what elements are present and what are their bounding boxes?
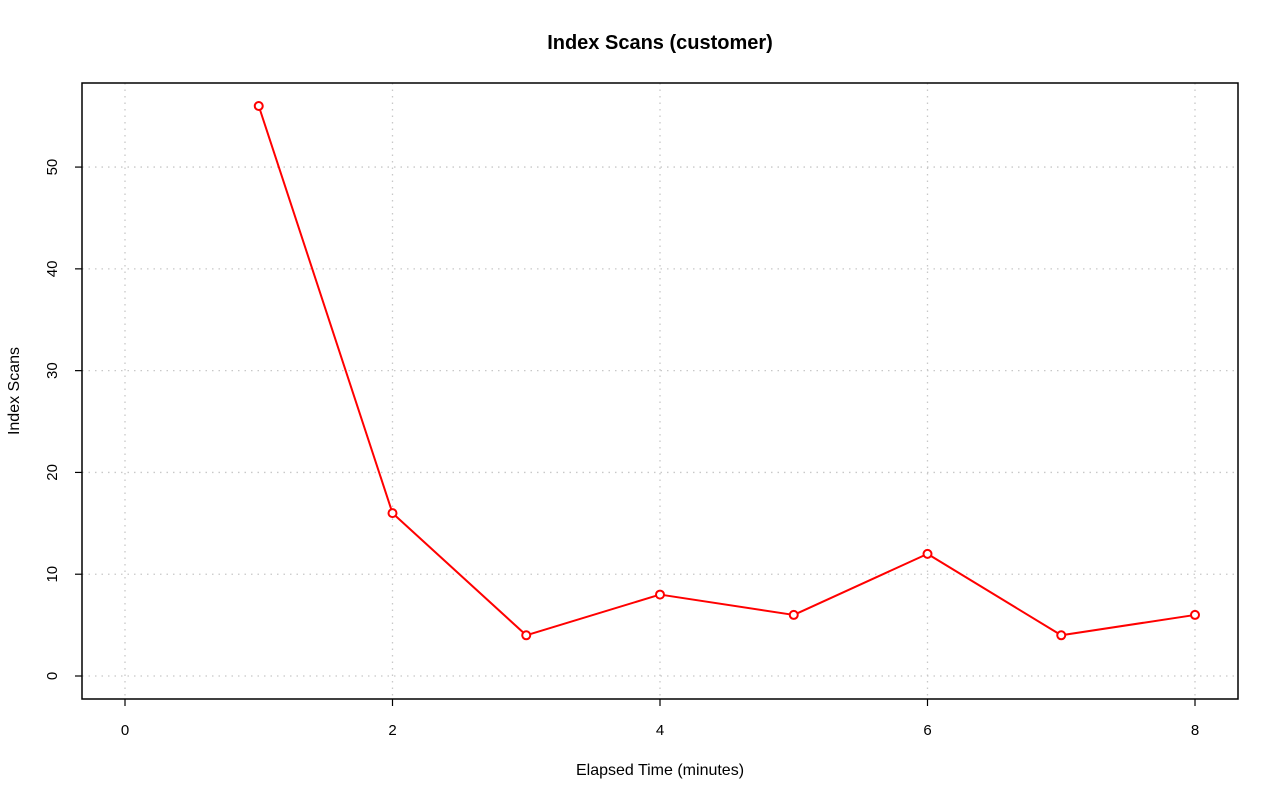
data-point — [1190, 609, 1200, 620]
y-axis: 0 10 20 30 40 50 — [44, 159, 82, 680]
y-tick-label: 30 — [44, 362, 61, 379]
data-point — [253, 101, 264, 111]
y-tick-label: 40 — [44, 261, 61, 278]
y-tick-label: 0 — [44, 672, 61, 680]
y-tick-label: 50 — [44, 159, 61, 176]
series-layer — [253, 101, 1200, 641]
y-tick-label: 20 — [44, 464, 61, 481]
data-point — [922, 548, 933, 559]
chart-title: Index Scans (customer) — [547, 32, 773, 54]
y-tick-label: 10 — [44, 566, 61, 583]
x-tick-label: 4 — [656, 722, 664, 739]
y-axis-label: Index Scans — [6, 347, 23, 435]
series-line — [257, 105, 1196, 637]
grid-lines — [82, 83, 1238, 699]
x-tick-label: 6 — [923, 722, 931, 739]
x-axis: 0 2 4 6 8 — [121, 699, 1199, 739]
x-tick-label: 2 — [388, 722, 396, 739]
x-tick-label: 8 — [1191, 722, 1199, 739]
x-tick-label: 0 — [121, 722, 129, 739]
x-axis-label: Elapsed Time (minutes) — [576, 762, 744, 779]
data-point — [788, 609, 799, 620]
data-point — [521, 630, 532, 641]
data-point — [655, 589, 665, 600]
data-point — [1056, 630, 1067, 641]
data-point — [387, 508, 398, 519]
